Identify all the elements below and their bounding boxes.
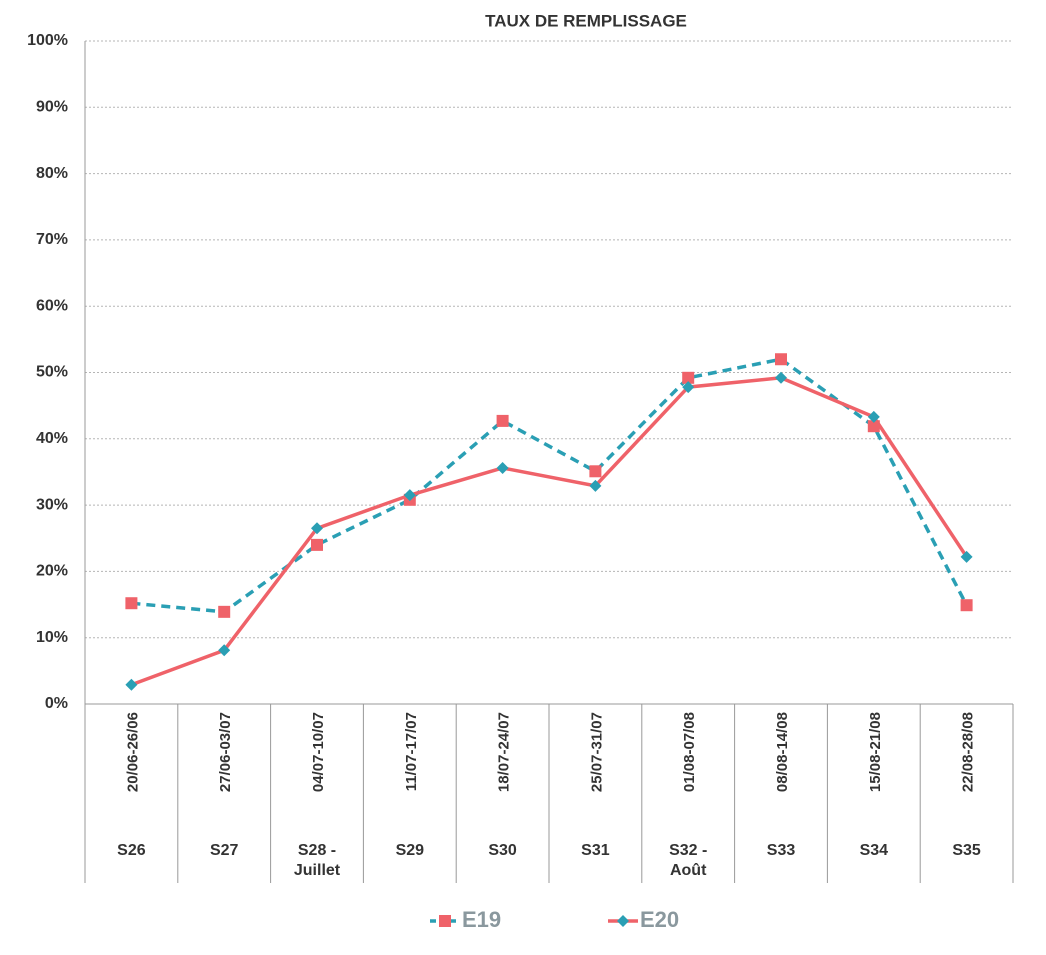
- group-label: S26: [117, 842, 146, 859]
- x-tick-label: 22/08-28/08: [960, 712, 977, 792]
- marker: [311, 522, 323, 535]
- marker: [125, 597, 138, 610]
- marker: [867, 410, 880, 423]
- marker: [960, 599, 973, 612]
- series-line: [130, 376, 969, 687]
- marker: [403, 489, 416, 502]
- marker: [589, 479, 602, 492]
- marker: [125, 678, 138, 691]
- legend-marker: [439, 915, 451, 927]
- marker: [682, 381, 695, 394]
- x-tick-label: 15/08-21/08: [867, 712, 884, 792]
- marker: [589, 465, 602, 478]
- group-label-box: S28 - Juillet: [293, 842, 341, 879]
- group-label: S28 - Juillet: [293, 842, 341, 879]
- marker: [496, 461, 509, 474]
- chart-title: TAUX DE REMPLISSAGE: [485, 11, 687, 30]
- marker: [496, 414, 509, 427]
- y-tick-label: 90%: [36, 99, 68, 116]
- group-label: S34: [859, 842, 889, 859]
- group-label: S33: [766, 842, 796, 859]
- marker: [311, 538, 323, 551]
- y-tick-label: 30%: [36, 496, 68, 513]
- marker: [218, 605, 231, 618]
- legend-label: E19: [462, 907, 501, 932]
- y-tick-label: 50%: [36, 364, 68, 381]
- group-label-box: S30: [488, 842, 517, 859]
- group-label: S27: [209, 842, 239, 859]
- group-label-box: S33: [766, 842, 796, 859]
- x-tick-label: 18/07-24/07: [496, 712, 513, 792]
- y-tick-label: 60%: [36, 297, 68, 314]
- group-label-box: S31: [581, 842, 610, 859]
- group-label-box: S26: [117, 842, 146, 859]
- y-tick-label: 70%: [36, 231, 68, 248]
- x-tick-label: 27/06-03/07: [217, 712, 234, 792]
- marker: [682, 371, 695, 384]
- group-label-box: S35: [952, 842, 981, 859]
- x-tick-label: 08/08-14/08: [774, 712, 791, 792]
- group-label: S32 - Août: [669, 842, 708, 879]
- group-label: S30: [488, 842, 517, 859]
- marker: [218, 644, 231, 657]
- marker: [775, 371, 787, 384]
- marker: [867, 420, 880, 433]
- y-tick-label: 0%: [45, 695, 68, 712]
- group-label: S35: [952, 842, 981, 859]
- x-tick-label: 20/06-26/06: [124, 712, 141, 792]
- x-tick-label: 01/08-07/08: [681, 712, 698, 792]
- y-tick-label: 80%: [36, 165, 68, 182]
- series-line: [131, 357, 969, 614]
- y-tick-label: 40%: [36, 430, 68, 447]
- x-tick-label: 11/07-17/07: [403, 712, 420, 791]
- group-label-box: S32 - Août: [669, 842, 708, 879]
- group-label: S29: [395, 842, 425, 859]
- group-label-box: S27: [209, 842, 239, 859]
- y-tick-label: 10%: [36, 629, 68, 646]
- y-tick-label: 20%: [36, 563, 68, 580]
- x-tick-label: 25/07-31/07: [588, 712, 605, 792]
- group-label-box: S34: [859, 842, 889, 859]
- group-label-box: S29: [395, 842, 425, 859]
- x-tick-label: 04/07-10/07: [310, 712, 327, 792]
- legend-marker: [617, 915, 629, 927]
- group-label: S31: [581, 842, 610, 859]
- marker: [775, 353, 787, 366]
- marker: [960, 550, 973, 563]
- legend-label: E20: [640, 907, 679, 932]
- y-tick-label: 100%: [27, 32, 68, 49]
